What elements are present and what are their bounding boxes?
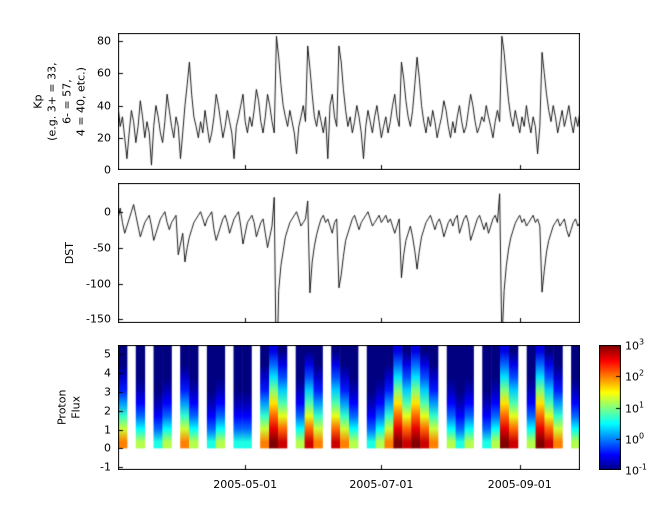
- flux-ytick-label: 0: [104, 441, 111, 455]
- kp-plot-canvas: [118, 33, 580, 170]
- x-date-tick-label: 2005-09-01: [487, 478, 552, 491]
- dst-ytick-label: 0: [104, 205, 111, 219]
- flux-ytick-label: 3: [104, 385, 111, 399]
- x-date-tick-label: 2005-07-01: [349, 478, 414, 491]
- flux-ytick-label: 1: [104, 423, 111, 437]
- flux-ytick-label: -1: [100, 460, 111, 474]
- dst-axis-label-container: DST: [40, 183, 100, 323]
- x-date-tick-label: 2005-05-01: [213, 478, 278, 491]
- kp-ytick-label: 0: [104, 163, 111, 177]
- colorbar-canvas: [599, 345, 621, 470]
- flux-ytick-label: 5: [104, 347, 111, 361]
- colorbar-tick-label: 103: [625, 337, 645, 353]
- kp-ytick-label: 80: [97, 34, 111, 48]
- kp-axis-label-container: Kp (e.g. 3+ = 33, 6- = 57, 4 = 40, etc.): [14, 33, 106, 170]
- kp-ytick-label: 60: [97, 66, 111, 80]
- dst-ytick-label: -100: [86, 277, 111, 290]
- dst-ytick-label: -50: [93, 241, 111, 255]
- kp-axis-label: Kp (e.g. 3+ = 33, 6- = 57, 4 = 40, etc.): [31, 62, 88, 141]
- colorbar-tick-label: 102: [625, 368, 645, 384]
- dst-axis-label: DST: [62, 241, 76, 265]
- flux-spectrogram-canvas: [118, 345, 580, 470]
- colorbar-tick-label: 100: [625, 431, 645, 447]
- colorbar-tick-label: 101: [625, 400, 645, 415]
- kp-ytick-label: 40: [97, 99, 111, 113]
- flux-ytick-label: 2: [104, 404, 111, 418]
- flux-axis-label-container: Proton Flux: [40, 345, 100, 470]
- dst-ytick-label: -150: [86, 312, 111, 326]
- flux-ytick-label: 4: [104, 366, 111, 380]
- dst-plot-canvas: [118, 183, 580, 323]
- flux-axis-label: Proton Flux: [55, 389, 83, 426]
- kp-ytick-label: 20: [97, 131, 111, 145]
- colorbar-tick-label: 10-1: [625, 462, 647, 478]
